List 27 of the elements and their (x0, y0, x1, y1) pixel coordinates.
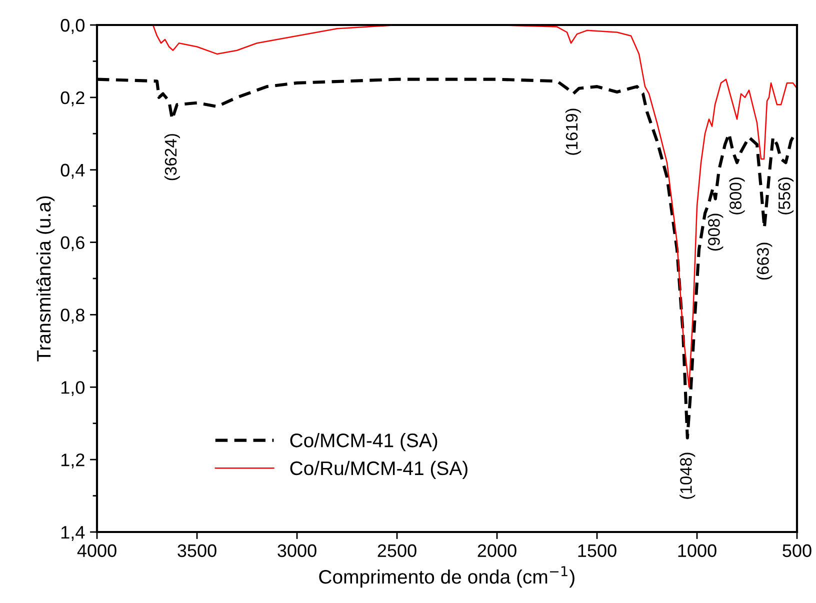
annotation: (800) (729, 178, 745, 214)
y-tick-label: 1,4 (61, 526, 85, 541)
x-tick-label: 1000 (678, 544, 716, 558)
x-tick-label: 4000 (77, 544, 116, 558)
annotation: (3624) (164, 134, 180, 180)
legend-label: Co/Ru/MCM-41 (SA) (290, 460, 468, 479)
y-axis-title: Transmitância (u.a) (36, 196, 55, 362)
y-tick-label: 1,2 (61, 454, 84, 468)
y-tick-label: 0,6 (60, 236, 84, 252)
y-tick-label: 0,0 (60, 18, 84, 34)
y-tick-label: 1,0 (61, 381, 84, 396)
x-tick-label: 2000 (478, 544, 516, 558)
y-tick-label: 0,2 (60, 91, 84, 106)
x-tick-label: 3000 (278, 544, 316, 558)
x-tick-label: 3500 (178, 544, 216, 558)
x-tick-label: 1500 (578, 544, 616, 558)
legend-label: Co/MCM-41 (SA) (290, 433, 438, 452)
x-tick-label: 2500 (378, 544, 416, 558)
annotation: (663) (756, 242, 772, 280)
annotation: (1048) (680, 452, 696, 499)
annotation: (908) (708, 214, 724, 251)
annotation: (556) (778, 178, 794, 214)
annotation: (1619) (565, 108, 581, 155)
x-tick-label: 500 (782, 544, 812, 558)
y-tick-label: 0,8 (60, 308, 84, 324)
x-axis-title: Comprimento de onda (cm$^{−1}$) (319, 566, 574, 588)
y-tick-label: 0,4 (60, 164, 85, 179)
